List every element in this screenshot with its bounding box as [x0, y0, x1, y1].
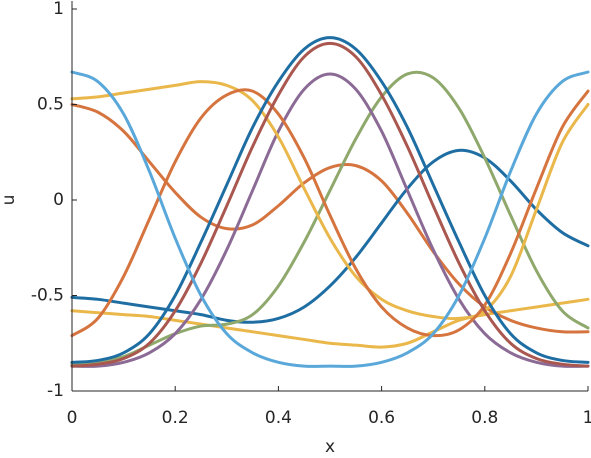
x-tick-label: 0.6: [368, 408, 395, 428]
x-tick-label: 0.8: [471, 408, 498, 428]
line-series: [70, 70, 590, 366]
line-series: [70, 72, 590, 368]
line-series: [70, 80, 590, 321]
y-tick-label: -1: [47, 381, 64, 401]
y-tick-label: 0.5: [37, 95, 64, 115]
line-series: [70, 70, 590, 368]
y-tick-label: 0: [53, 190, 64, 210]
x-tick-label: 0.2: [162, 408, 189, 428]
x-axis-label: x: [325, 437, 335, 457]
x-tick-label: 0.4: [265, 408, 292, 428]
line-series: [70, 297, 590, 349]
y-tick-label: -0.5: [31, 286, 64, 306]
line-series: [70, 41, 590, 368]
line-series: [70, 148, 590, 324]
line-series: [70, 36, 590, 364]
x-tick-label: 1: [583, 408, 591, 428]
line-series: [70, 88, 590, 338]
x-tick-label: 0: [67, 408, 78, 428]
line-series: [70, 103, 590, 334]
y-axis-label: u: [0, 195, 19, 206]
y-tick-label: 1: [53, 0, 64, 19]
